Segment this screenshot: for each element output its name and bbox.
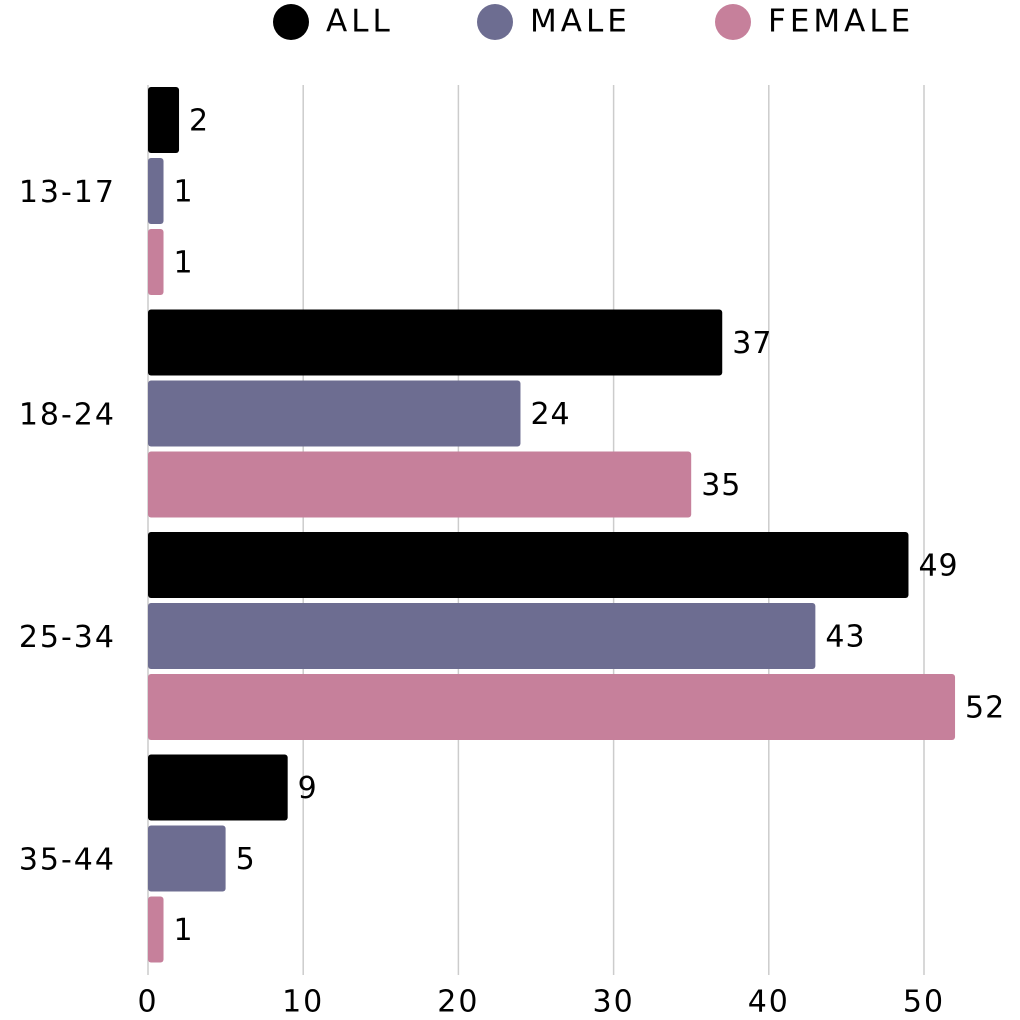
bar [148, 754, 288, 821]
value-label: 1 [174, 175, 194, 210]
bar [148, 380, 521, 447]
bar [148, 603, 816, 669]
x-tick-label: 10 [282, 985, 324, 1020]
bar [148, 674, 956, 740]
x-tick-label: 50 [903, 985, 945, 1020]
bar [148, 309, 723, 376]
x-tick-label: 40 [748, 985, 790, 1020]
value-label: 24 [530, 397, 570, 432]
value-label: 9 [298, 771, 318, 806]
bar [148, 896, 164, 963]
value-label: 35 [701, 468, 741, 503]
value-label: 37 [732, 326, 772, 361]
x-tick-label: 30 [593, 985, 635, 1020]
bar [148, 532, 909, 598]
value-label: 5 [236, 842, 256, 877]
value-label: 49 [918, 549, 958, 584]
legend-label: FEMALE [768, 4, 914, 40]
bar [148, 87, 180, 153]
legend-marker [273, 4, 309, 40]
bar [148, 451, 692, 518]
value-label: 1 [174, 246, 194, 281]
bar [148, 158, 164, 224]
value-label: 2 [189, 104, 209, 139]
legend-label: ALL [326, 4, 394, 40]
legend-marker [715, 4, 751, 40]
x-tick-label: 20 [437, 985, 479, 1020]
category-label: 25-34 [19, 620, 116, 655]
category-label: 18-24 [19, 398, 116, 433]
legend-marker [477, 4, 513, 40]
x-tick-label: 0 [137, 985, 158, 1020]
category-label: 35-44 [19, 843, 116, 878]
bar [148, 229, 164, 295]
bar [148, 825, 226, 892]
value-label: 43 [825, 620, 865, 655]
category-label: 13-17 [19, 175, 116, 210]
value-label: 52 [965, 691, 1005, 726]
value-label: 1 [174, 913, 194, 948]
legend-label: MALE [530, 4, 631, 40]
